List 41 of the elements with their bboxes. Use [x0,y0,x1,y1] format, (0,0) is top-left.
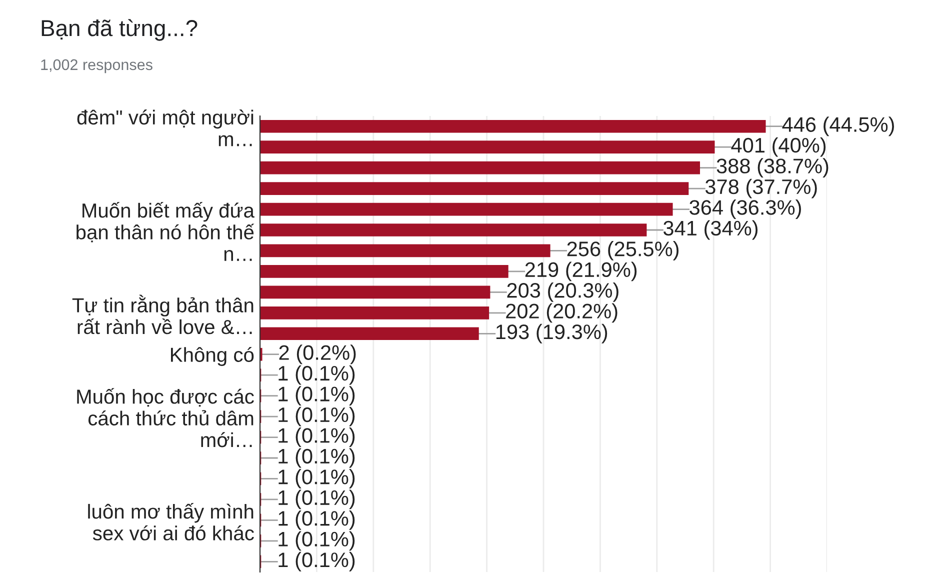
data-label: 341 (34%) [663,220,758,240]
y-tick-label: Muốn biết mấy đứa bạn thân nó hôn thế n… [76,202,254,261]
y-tick-label: Không có [171,346,254,366]
bar [260,327,479,340]
data-label: 202 (20.2%) [506,303,618,323]
y-tick-label: Tự tin rằng bản thân rất rành về love &… [72,294,254,334]
y-tick-label: đêm" với một người m… [77,110,254,146]
data-label: 1 (0.1%) [278,406,355,426]
data-label: 1 (0.1%) [278,448,355,468]
bar [260,161,700,174]
data-label: 193 (19.3%) [496,324,608,344]
data-label: 401 (40%) [731,137,826,157]
bar [260,306,490,320]
data-label: 1 (0.1%) [278,510,355,530]
data-label: 1 (0.1%) [278,365,355,385]
data-label: 1 (0.1%) [278,386,355,406]
data-label: 378 (37.7%) [705,178,817,198]
data-label: 256 (25.5%) [567,241,679,260]
data-label: 219 (21.9%) [525,262,637,282]
data-label: 1 (0.1%) [278,428,355,447]
y-tick-label: Muốn học được các cách thức thủ dâm mới… [77,388,254,448]
chart-title: Bạn đã từng...? [42,19,198,41]
bar [260,182,689,195]
bar [260,120,766,133]
bar [260,244,550,258]
bar [260,224,647,236]
text: 1,002 responses [41,59,152,74]
bar [260,265,508,278]
bar [260,140,715,154]
data-label: 1 (0.1%) [278,469,355,488]
bar [260,286,490,299]
data-label: 2 (0.2%) [279,344,356,364]
data-label: 1 (0.1%) [278,531,355,551]
data-label: 364 (36.3%) [690,200,801,219]
data-label: 446 (44.5%) [782,116,894,136]
y-tick-label: luôn mơ thấy mình sex với ai đó khác [88,503,254,540]
data-label: 203 (20.3%) [507,282,618,302]
data-label: 1 (0.1%) [278,552,355,572]
bar [260,202,673,216]
data-label: 388 (38.7%) [716,158,828,178]
data-label: 1 (0.1%) [278,490,355,510]
